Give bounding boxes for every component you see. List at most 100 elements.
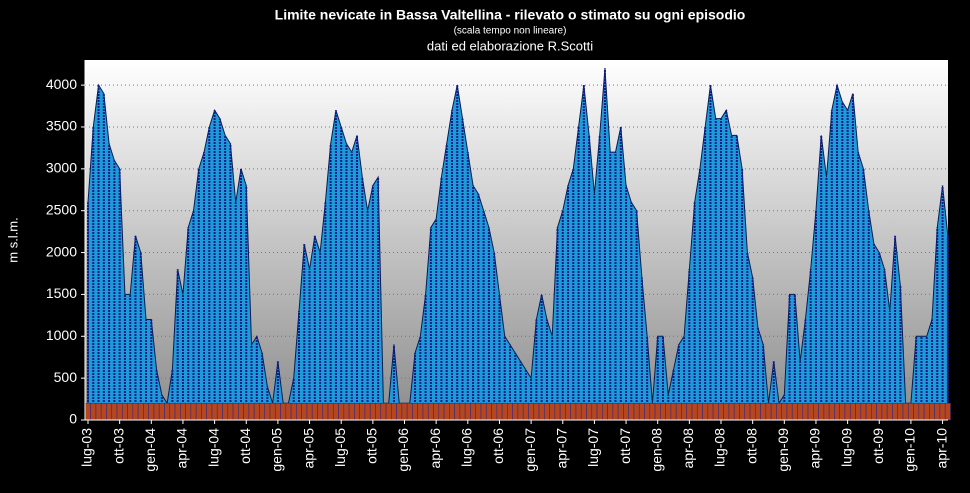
base-bar	[290, 402, 297, 421]
base-bar	[686, 402, 693, 421]
base-bar	[195, 402, 202, 421]
base-bar	[860, 402, 867, 421]
base-bar	[90, 402, 97, 421]
chart-title: Limite nevicate in Bassa Valtellina - ri…	[275, 7, 746, 23]
base-bar	[897, 402, 904, 421]
base-bar	[765, 402, 772, 421]
base-bar	[248, 402, 255, 421]
base-bar	[543, 402, 550, 421]
base-bar	[907, 402, 914, 421]
base-bar	[628, 402, 635, 421]
base-bar	[190, 402, 197, 421]
base-bar	[517, 402, 524, 421]
x-tick-label: ott-06	[490, 428, 506, 464]
base-bar	[718, 402, 724, 421]
base-bar	[802, 402, 809, 421]
x-tick-label: lug-04	[205, 428, 221, 467]
base-bar	[95, 402, 102, 421]
base-bar	[438, 402, 445, 421]
base-bar	[322, 402, 329, 421]
base-bar	[327, 402, 334, 421]
base-bar	[839, 402, 846, 421]
x-tick-label: apr-07	[553, 428, 569, 469]
base-bar	[100, 402, 107, 421]
base-bar	[401, 402, 408, 421]
base-bar	[934, 402, 941, 421]
base-bar	[575, 402, 582, 421]
base-bar	[480, 402, 487, 421]
base-bar	[106, 402, 113, 421]
base-bar	[169, 402, 176, 421]
base-bar	[512, 402, 519, 421]
chart-subtitle: (scala tempo non lineare)	[454, 26, 567, 37]
base-bar	[121, 402, 128, 421]
x-tick-label: gen-06	[395, 428, 411, 472]
base-bar	[749, 402, 756, 421]
base-bar	[459, 402, 466, 421]
base-bar	[944, 402, 951, 421]
base-bar	[132, 402, 139, 421]
base-bar	[886, 402, 893, 421]
base-bar	[871, 402, 877, 421]
base-bar	[681, 402, 688, 421]
base-bar	[174, 402, 181, 421]
base-bar	[670, 402, 677, 421]
base-bar	[876, 402, 883, 421]
x-tick-label: ott-08	[743, 428, 759, 464]
base-bar	[201, 402, 207, 421]
base-bar	[85, 402, 91, 421]
base-bar	[929, 402, 935, 421]
base-bar	[243, 402, 250, 421]
base-bar	[733, 402, 740, 421]
base-bar	[902, 402, 909, 421]
base-bar	[369, 402, 376, 421]
base-bar	[364, 402, 371, 421]
base-bar	[586, 402, 593, 421]
base-bar	[222, 402, 229, 421]
base-bar	[354, 402, 360, 421]
base-bar	[923, 402, 930, 421]
x-tick-label: gen-05	[269, 428, 285, 472]
base-bar	[443, 402, 450, 421]
base-bar	[712, 402, 719, 421]
x-tick-label: lug-06	[459, 428, 475, 467]
base-bar	[781, 402, 788, 421]
x-tick-label: gen-08	[648, 428, 664, 472]
x-tick-label: lug-08	[712, 428, 728, 467]
x-tick-label: apr-05	[300, 428, 316, 469]
base-bar	[301, 402, 308, 421]
base-bar	[602, 402, 608, 421]
base-bar	[844, 402, 851, 421]
base-bar	[211, 402, 218, 421]
base-bar	[296, 402, 302, 421]
base-bar	[391, 402, 397, 421]
base-bar	[528, 402, 535, 421]
base-bar	[707, 402, 714, 421]
base-bar	[691, 402, 698, 421]
chart-credit: dati ed elaborazione R.Scotti	[427, 38, 593, 53]
base-bar	[580, 402, 587, 421]
base-bar	[464, 402, 471, 421]
base-bar	[665, 402, 672, 421]
base-bar	[264, 402, 271, 421]
base-bar	[164, 402, 171, 421]
base-bar	[422, 402, 429, 421]
base-bar	[892, 402, 899, 421]
base-bar	[554, 402, 561, 421]
base-bar	[591, 402, 598, 421]
base-bar	[754, 402, 761, 421]
base-bar	[549, 402, 556, 421]
base-bar	[496, 402, 503, 421]
base-bar	[739, 402, 746, 421]
base-bar	[617, 402, 624, 421]
base-bar	[675, 402, 682, 421]
x-tick-label: apr-08	[680, 428, 696, 469]
base-bar	[565, 402, 571, 421]
base-bar	[913, 402, 920, 421]
base-bar	[238, 402, 244, 421]
x-tick-label: gen-07	[522, 428, 538, 472]
base-bar	[939, 402, 946, 421]
base-bar	[412, 402, 418, 421]
x-tick-label: ott-04	[237, 428, 253, 464]
